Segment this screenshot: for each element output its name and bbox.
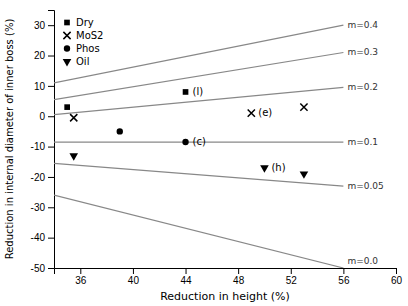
tick-mark — [48, 56, 54, 57]
tick-label: -50 — [31, 263, 46, 274]
tick-mark — [80, 268, 81, 274]
tick-mark — [291, 268, 292, 274]
point-label: (e) — [258, 107, 272, 118]
tick-label: 52 — [286, 275, 298, 286]
curve-label: m=0.1 — [347, 137, 378, 147]
tick: 60 — [391, 268, 403, 286]
tick: -20 — [31, 172, 54, 183]
legend-label: Dry — [76, 17, 94, 28]
legend-symbol — [64, 45, 70, 51]
tick: 52 — [286, 268, 298, 286]
labels: m=0.4 m=0.3 m=0.2 m=0.1 m=0.05 m=0.0 (l) (e) (c)… — [193, 20, 384, 266]
tick: 40 — [128, 268, 140, 286]
curve-label: m=0.3 — [347, 47, 378, 57]
tick-mark — [396, 268, 397, 274]
tick-label: 36 — [75, 275, 87, 286]
curve — [54, 163, 343, 186]
legend: Dry MoS2 Phos Oil — [63, 17, 104, 67]
curve-label: m=0.05 — [347, 181, 383, 191]
tick: 44 — [180, 268, 192, 286]
tick: 30 — [34, 20, 54, 31]
tick-label: 0 — [39, 111, 45, 122]
point — [70, 114, 77, 121]
legend-label: MoS2 — [76, 30, 103, 41]
tick-mark — [48, 207, 54, 208]
point — [117, 128, 123, 134]
tick-label: 48 — [233, 275, 245, 286]
tick: 20 — [34, 50, 54, 61]
tick-mark — [133, 268, 134, 274]
chart: 36 40 44 48 52 56 60 -50 -40 -30 -20 -10 0 10 20 30 Redu… — [0, 0, 408, 306]
tick-label: 40 — [128, 275, 140, 286]
point — [182, 139, 188, 145]
point-label: (c) — [193, 136, 206, 147]
curve-label: m=0.0 — [347, 256, 378, 266]
curve — [54, 52, 343, 99]
tick-label: 30 — [34, 20, 46, 31]
point — [260, 165, 269, 172]
tick: 56 — [338, 268, 350, 286]
tick-mark — [48, 147, 54, 148]
tick: -10 — [31, 141, 54, 152]
x-axis-title: Reduction in height (%) — [160, 290, 290, 303]
tick-mark — [238, 268, 239, 274]
tick-mark — [48, 238, 54, 239]
point — [300, 171, 309, 178]
tick: 10 — [34, 81, 54, 92]
tick: -30 — [31, 202, 54, 213]
tick-mark — [343, 268, 344, 274]
point — [300, 104, 307, 111]
x-axis: 36 40 44 48 52 56 60 — [55, 268, 403, 286]
legend-label: Phos — [76, 43, 100, 54]
point — [69, 153, 78, 160]
tick-label: 56 — [338, 275, 350, 286]
curve-label: m=0.2 — [347, 82, 378, 92]
tick-label: -10 — [31, 141, 46, 152]
tick-mark — [48, 116, 54, 117]
tick-label: -20 — [31, 172, 46, 183]
tick: -40 — [31, 232, 54, 243]
tick-label: -30 — [31, 202, 46, 213]
curve — [54, 25, 343, 83]
curve — [54, 195, 343, 268]
tick-label: 20 — [34, 50, 46, 61]
tick-mark — [48, 86, 54, 87]
tick-label: -40 — [31, 232, 46, 243]
plot-area — [54, 25, 343, 268]
legend-item: MoS2 — [63, 30, 103, 41]
tick-mark — [48, 268, 54, 269]
legend-label: Oil — [76, 56, 89, 67]
point — [248, 110, 255, 117]
tick-mark — [48, 25, 54, 26]
curve-label: m=0.4 — [347, 20, 378, 30]
tick: 48 — [233, 268, 245, 286]
tick-label: 10 — [34, 81, 46, 92]
tick-label: 60 — [391, 275, 403, 286]
legend-item: Oil — [63, 56, 90, 67]
tick: 0 — [39, 111, 54, 122]
tick-mark — [186, 268, 187, 274]
point — [64, 104, 70, 110]
legend-item: Dry — [64, 17, 94, 28]
tick-mark — [48, 177, 54, 178]
legend-symbol — [64, 20, 70, 26]
y-axis: -50 -40 -30 -20 -10 0 10 20 30 — [31, 11, 55, 274]
point-label: (l) — [193, 86, 204, 97]
y-axis-title: Reduction in internal diameter of inner … — [4, 19, 15, 260]
axis-line — [48, 11, 55, 269]
tick: 36 — [75, 268, 87, 286]
legend-symbol — [63, 59, 72, 66]
tick-label: 44 — [180, 275, 192, 286]
axis-line — [55, 269, 397, 275]
point — [183, 89, 189, 95]
tick: -50 — [31, 263, 54, 274]
legend-item: Phos — [64, 43, 100, 54]
legend-symbol — [63, 32, 70, 39]
point-label: (h) — [271, 162, 285, 173]
